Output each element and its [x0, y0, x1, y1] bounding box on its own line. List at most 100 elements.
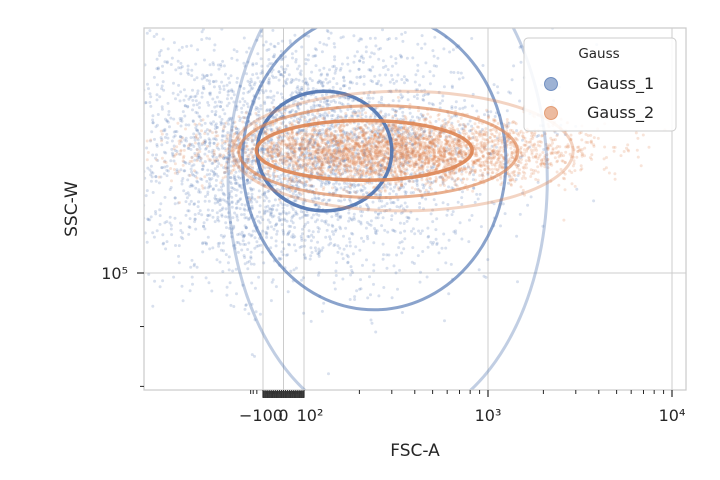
data-point [380, 205, 384, 209]
data-point [408, 131, 412, 135]
data-point [207, 176, 211, 180]
data-point [250, 195, 254, 199]
data-point [198, 155, 202, 159]
data-point [225, 226, 228, 230]
data-point [449, 262, 453, 266]
data-point [107, 41, 110, 44]
data-point [288, 6, 291, 9]
data-point [336, 250, 340, 254]
data-point [305, 6, 308, 9]
data-point [238, 184, 242, 187]
data-point [307, 156, 311, 160]
data-point [177, 261, 181, 265]
data-point [339, 87, 343, 91]
data-point [241, 239, 245, 243]
data-point [280, 223, 284, 227]
data-point [193, 217, 197, 221]
data-point [151, 4, 154, 7]
data-point [199, 157, 203, 161]
data-point [95, 156, 98, 159]
data-point [166, 5, 169, 8]
data-point [261, 146, 265, 150]
data-point [445, 213, 449, 217]
data-point [278, 188, 282, 192]
data-point [261, 183, 265, 187]
data-point [189, 199, 193, 203]
data-point [450, 84, 454, 88]
data-point [30, 77, 33, 80]
data-point [238, 242, 242, 246]
data-point [290, 91, 294, 95]
data-point [307, 235, 311, 239]
data-point [342, 79, 346, 83]
data-point [154, 175, 158, 178]
data-point [350, 183, 354, 187]
data-point [353, 54, 357, 58]
data-point [242, 87, 246, 90]
data-point [297, 129, 301, 133]
data-point [300, 140, 304, 144]
data-point [285, 82, 289, 86]
data-point [210, 169, 213, 173]
data-point [162, 241, 166, 245]
data-point [473, 200, 477, 204]
data-point [255, 62, 258, 66]
data-point [509, 91, 512, 95]
data-point [325, 113, 329, 117]
data-point [371, 200, 375, 204]
data-point [358, 76, 362, 79]
data-point [302, 202, 305, 206]
data-point [175, 149, 179, 153]
data-point [406, 216, 410, 220]
data-point [370, 134, 374, 138]
data-point [394, 61, 398, 65]
data-point [218, 87, 222, 91]
data-point [155, 98, 159, 102]
data-point [450, 186, 454, 190]
data-point [331, 125, 335, 129]
data-point [230, 56, 234, 60]
data-point [332, 281, 336, 285]
data-point [334, 269, 338, 273]
data-point [191, 98, 195, 102]
data-point [136, 196, 139, 199]
data-point [123, 223, 126, 226]
data-point [47, 249, 50, 252]
data-point [334, 214, 338, 217]
data-point [182, 189, 186, 193]
data-point [211, 215, 215, 219]
data-point [246, 180, 250, 184]
data-point [264, 172, 267, 176]
data-point [360, 54, 364, 58]
data-point [258, 195, 262, 199]
data-point [212, 80, 216, 84]
data-point [195, 123, 199, 127]
data-point [244, 226, 248, 230]
data-point [336, 133, 340, 137]
data-point [269, 96, 273, 100]
data-point [441, 99, 444, 103]
data-point [179, 61, 183, 65]
data-point [332, 42, 336, 46]
data-point [172, 135, 176, 139]
data-point [155, 32, 159, 36]
data-point [129, 141, 132, 144]
data-point [243, 234, 246, 238]
data-point [278, 257, 282, 261]
data-point [518, 212, 522, 216]
data-point [289, 81, 293, 85]
data-point [149, 95, 153, 99]
data-point [102, 48, 105, 51]
data-point [311, 135, 314, 139]
data-point [156, 159, 160, 162]
data-point [320, 248, 324, 252]
data-point [233, 243, 237, 247]
data-point [204, 147, 208, 151]
data-point [234, 126, 238, 130]
data-point [302, 253, 306, 257]
data-point [378, 73, 382, 77]
data-point [368, 36, 372, 40]
data-point [398, 268, 402, 272]
data-point [225, 285, 229, 289]
data-point [119, 92, 122, 95]
